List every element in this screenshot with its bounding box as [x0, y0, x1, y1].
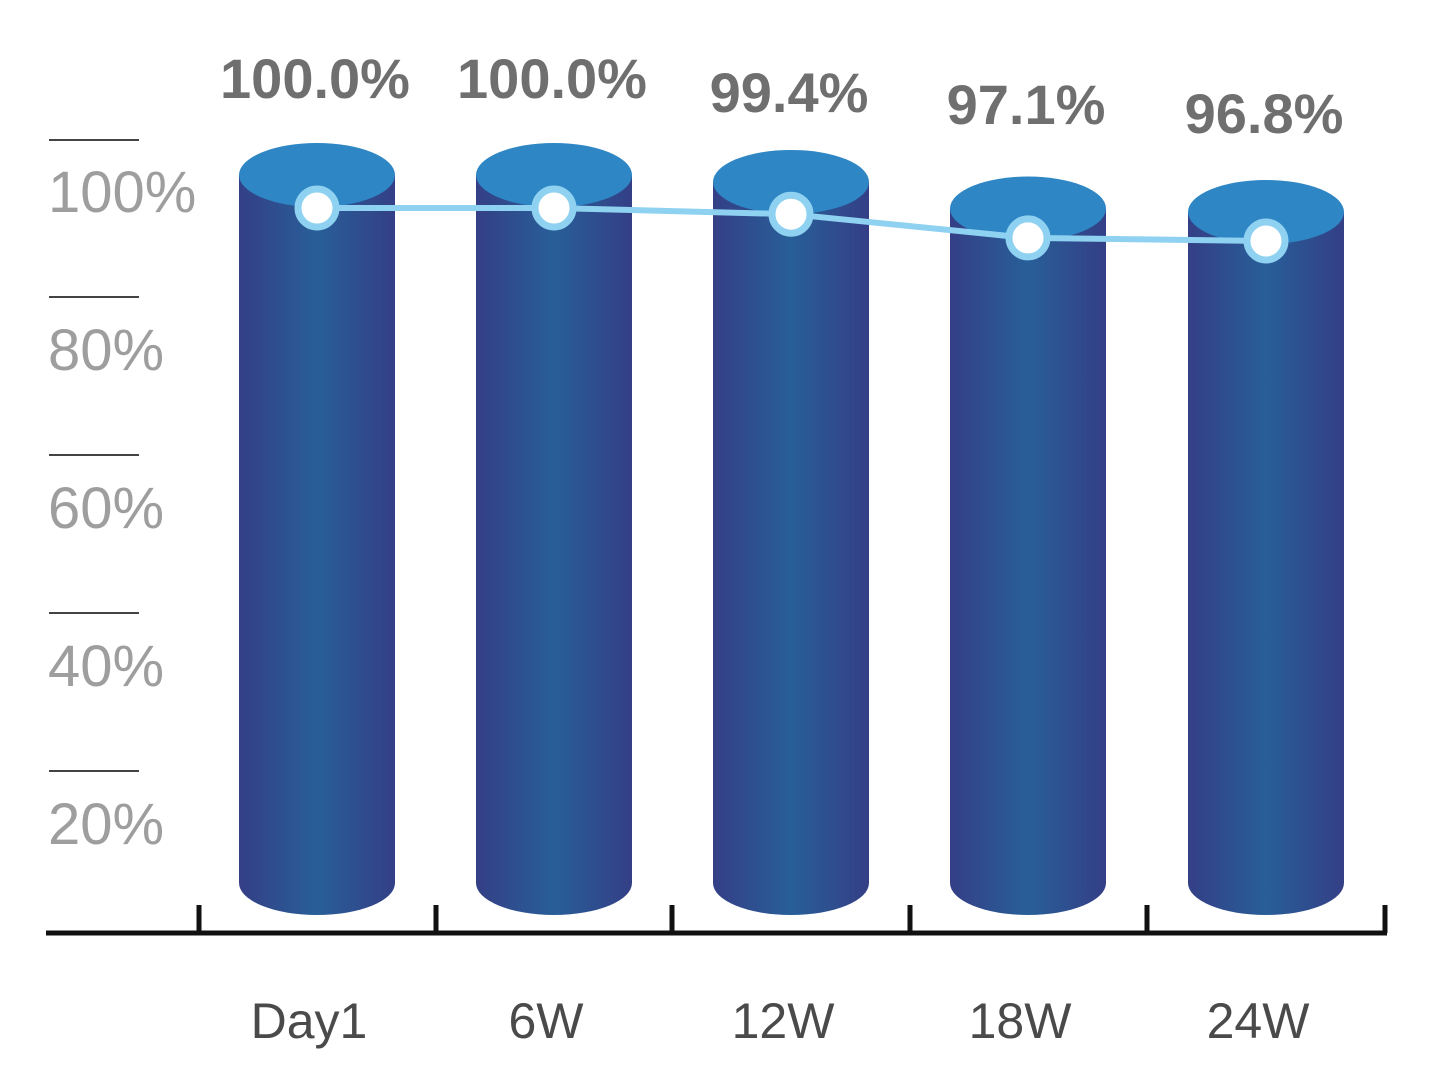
bar-top	[713, 149, 869, 214]
line-marker	[1243, 218, 1289, 264]
y-tick-label: 60%	[48, 476, 164, 541]
bar-top	[1188, 180, 1344, 244]
line-marker	[294, 185, 340, 231]
x-tick-label: 18W	[969, 993, 1073, 1049]
x-tick-label: 24W	[1207, 993, 1311, 1049]
y-tick-label: 20%	[48, 792, 164, 857]
line-marker	[768, 191, 814, 237]
x-tick-label: 6W	[509, 993, 585, 1049]
bar-body	[239, 175, 395, 915]
bar-top	[950, 176, 1106, 241]
bar	[1188, 180, 1344, 915]
trend-line	[294, 185, 1289, 264]
data-label: 100.0%	[220, 47, 410, 110]
line-marker	[1005, 215, 1051, 261]
bar-top	[239, 143, 395, 207]
bar-body	[950, 208, 1106, 915]
bar-body	[1188, 212, 1344, 915]
data-label: 100.0%	[457, 47, 647, 110]
y-tick-label: 80%	[48, 318, 164, 383]
bar	[950, 176, 1106, 915]
data-labels: 100.0% 100.0% 99.4% 97.1% 96.8%	[220, 47, 1343, 145]
data-label: 99.4%	[710, 61, 869, 124]
bars	[239, 143, 1344, 915]
bar-body	[713, 181, 869, 915]
x-tick-label: 12W	[732, 993, 836, 1049]
data-label: 97.1%	[947, 73, 1106, 136]
bar	[239, 143, 395, 915]
data-label: 96.8%	[1185, 82, 1344, 145]
x-tick-label: Day1	[251, 993, 368, 1049]
bar	[713, 149, 869, 915]
y-tick-label: 40%	[48, 634, 164, 699]
bar-top	[476, 143, 632, 207]
bar-body	[476, 175, 632, 915]
y-axis: 100% 80% 60% 40% 20%	[48, 139, 196, 857]
line-marker	[531, 185, 577, 231]
x-axis: Day1 6W 12W 18W 24W	[46, 905, 1388, 1049]
y-tick-label: 100%	[48, 160, 196, 225]
bar	[476, 143, 632, 915]
